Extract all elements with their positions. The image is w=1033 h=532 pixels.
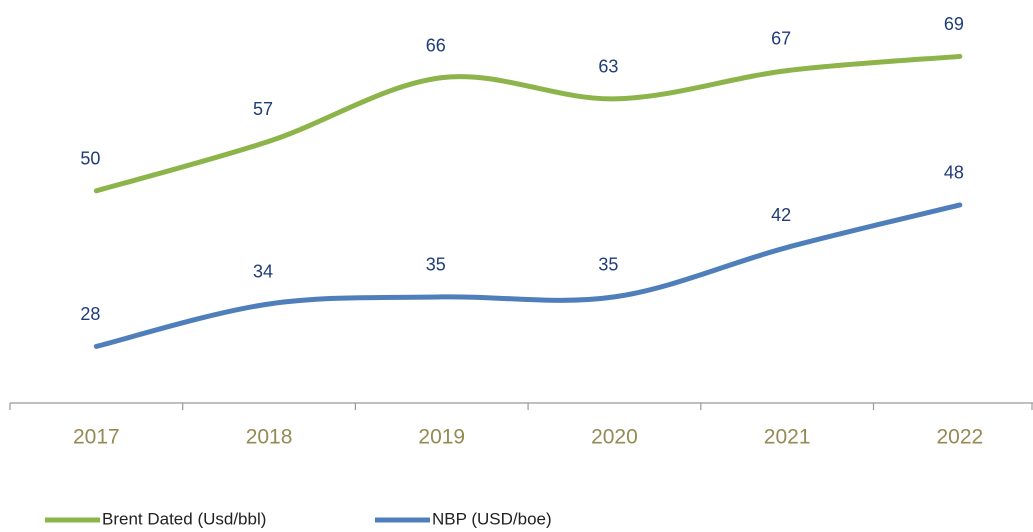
x-tick-label: 2022 <box>936 426 983 449</box>
data-label: 48 <box>944 163 964 183</box>
data-label: 34 <box>253 262 273 282</box>
legend-label: Brent Dated (Usd/bbl) <box>102 509 266 528</box>
line <box>93 53 963 194</box>
x-tick-label: 2019 <box>418 426 465 449</box>
data-label: 28 <box>80 304 100 324</box>
line <box>93 202 963 349</box>
data-label: 50 <box>80 149 100 169</box>
data-label: 67 <box>771 28 791 48</box>
data-label: 63 <box>598 57 618 77</box>
x-tick-label: 2020 <box>591 426 638 449</box>
legend-label: NBP (USD/boe) <box>432 509 552 528</box>
data-label: 66 <box>426 35 446 55</box>
x-tick-label: 2021 <box>764 426 811 449</box>
data-label: 35 <box>426 255 446 275</box>
x-tick-label: 2018 <box>246 426 293 449</box>
data-label: 42 <box>771 205 791 225</box>
data-label: 35 <box>598 255 618 275</box>
data-label: 69 <box>944 14 964 34</box>
data-label: 57 <box>253 99 273 119</box>
x-tick-label: 2017 <box>73 426 120 449</box>
